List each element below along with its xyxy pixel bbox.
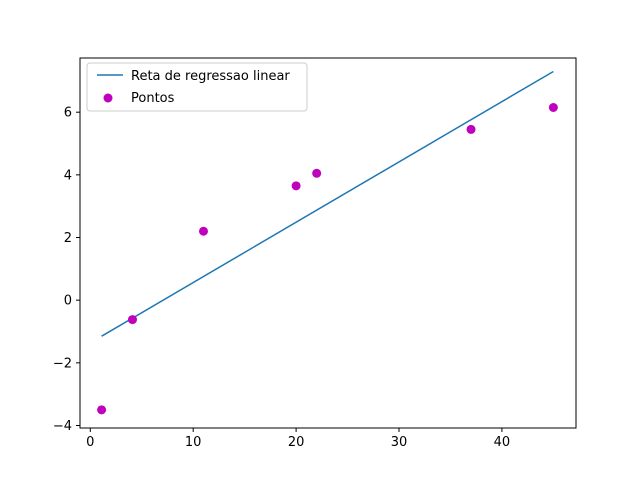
legend-marker-swatch [103, 93, 113, 103]
scatter-point [127, 315, 137, 325]
x-tick-label: 20 [288, 435, 305, 450]
scatter-point [312, 168, 322, 178]
y-tick-label: −4 [53, 419, 72, 434]
legend-label-points: Pontos [131, 91, 175, 106]
legend-label-line: Reta de regressao linear [131, 69, 290, 84]
x-tick-label: 40 [494, 435, 511, 450]
x-tick-label: 10 [185, 435, 202, 450]
y-tick-label: −2 [53, 356, 72, 371]
x-tick-label: 0 [86, 435, 94, 450]
scatter-point [97, 405, 107, 415]
y-tick-label: 2 [64, 231, 72, 246]
plot-layer [97, 70, 558, 415]
legend: Reta de regressao linear Pontos [86, 62, 308, 112]
y-tick-label: 0 [64, 294, 72, 309]
scatter-point [548, 103, 558, 112]
scatter-point [466, 124, 476, 134]
scatter-point [198, 226, 208, 236]
axes-layer: 0 10 20 30 40 −4 −2 0 2 4 6 [53, 57, 577, 450]
x-tick-label: 30 [391, 435, 408, 450]
scatter-point [291, 181, 301, 191]
axes-frame [79, 57, 577, 429]
y-tick-label: 4 [64, 168, 72, 183]
y-tick-label: 6 [64, 106, 72, 121]
legend-box [86, 62, 308, 112]
regression-line [101, 70, 554, 337]
